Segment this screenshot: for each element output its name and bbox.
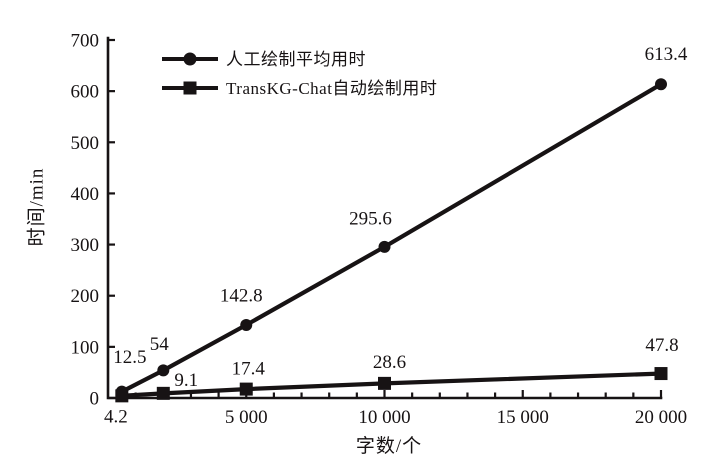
data-point-label: 17.4: [232, 359, 266, 380]
legend-item-transkg: TransKG-Chat自动绘制用时: [162, 75, 437, 101]
data-point-label: 4.2: [104, 406, 128, 427]
data-point-square: [378, 376, 391, 390]
x-tick-label: 5 000: [225, 407, 268, 428]
series-line: [118, 81, 664, 395]
legend-item-manual: 人工绘制平均用时: [162, 46, 437, 72]
legend-line-sample: [162, 52, 218, 66]
data-point-square: [115, 389, 129, 403]
legend-label-manual: 人工绘制平均用时: [226, 49, 366, 69]
series-manual: 12.554 142.8 295.6 613.4: [113, 44, 688, 398]
x-tick-label: 10 000: [358, 407, 410, 428]
data-point-label: 54: [150, 334, 170, 355]
y-tick-label: 500: [71, 133, 100, 154]
data-point-square: [654, 367, 668, 381]
y-tick-label: 600: [71, 82, 100, 103]
circle-marker-icon: [183, 52, 197, 66]
data-point-label: 28.6: [373, 352, 406, 373]
data-point-circle: [655, 78, 667, 91]
y-tick-label: 300: [71, 235, 100, 256]
data-point-label: 9.1: [174, 370, 198, 391]
data-point-label: 47.8: [645, 335, 678, 356]
legend-label-transkg: TransKG-Chat自动绘制用时: [226, 78, 438, 98]
y-tick-label: 200: [71, 286, 100, 307]
data-point-circle: [378, 240, 391, 253]
data-point-label: 613.4: [645, 44, 688, 65]
data-point-square: [239, 382, 253, 396]
x-tick-label: 15 000: [497, 407, 549, 428]
data-point-square: [156, 386, 170, 400]
data-point-circle: [157, 364, 170, 377]
x-axis-ticks: 5 000 10 000 15 000 20 000: [225, 390, 687, 428]
y-tick-label: 400: [71, 184, 100, 205]
data-point-label: 142.8: [220, 285, 263, 306]
data-point-label: 12.5: [113, 347, 146, 368]
series-transkg: 4.2 9.1 17.4 28.6 47.8: [104, 335, 679, 427]
y-tick-label: 100: [71, 337, 100, 358]
y-tick-label: 700: [71, 31, 100, 52]
legend-line-sample: [162, 81, 218, 95]
x-tick-label: 20 000: [635, 407, 687, 428]
y-axis-title: 时间/min: [26, 167, 48, 247]
x-axis-title: 字数/个: [355, 436, 423, 457]
data-point-circle: [240, 318, 253, 331]
legend: 人工绘制平均用时 TransKG-Chat自动绘制用时: [162, 46, 437, 101]
data-point-label: 295.6: [349, 208, 392, 229]
y-tick-label: 0: [90, 389, 100, 410]
series-line: [119, 371, 664, 399]
y-axis-ticks: 0 100 200 300 400 500 600 700: [71, 31, 115, 410]
square-marker-icon: [183, 81, 197, 95]
